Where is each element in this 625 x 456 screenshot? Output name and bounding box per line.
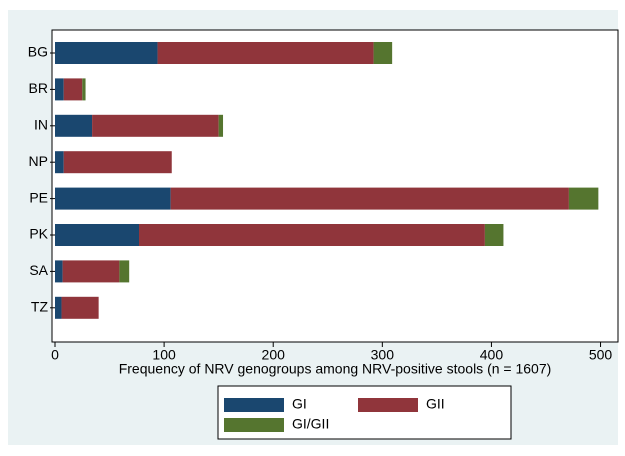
- legend-label: GII: [426, 396, 445, 412]
- y-tick-label: NP: [29, 153, 48, 169]
- y-tick-label: PE: [29, 189, 48, 205]
- bar-segment: [63, 78, 83, 101]
- bar-segment: [484, 224, 504, 246]
- bar-segment: [139, 224, 485, 246]
- x-tick-label: 200: [262, 347, 286, 363]
- legend-swatch: [358, 398, 418, 412]
- bar-segment: [62, 260, 120, 283]
- legend-swatch: [224, 418, 284, 432]
- y-tick-label: IN: [34, 117, 48, 133]
- bar-segment: [55, 260, 63, 283]
- x-tick-label: 300: [371, 347, 395, 363]
- bar-segment: [373, 42, 393, 64]
- legend-label: GI/GII: [292, 416, 329, 432]
- bar-segment: [55, 42, 158, 64]
- bar-segment: [92, 114, 219, 137]
- y-tick-label: BG: [28, 44, 48, 60]
- bar-segment: [55, 78, 64, 101]
- y-tick-label: TZ: [31, 299, 49, 315]
- bar-segment: [63, 151, 172, 174]
- bar-segment: [568, 187, 599, 210]
- bar-segment: [170, 187, 569, 210]
- legend-swatch: [224, 398, 284, 412]
- bar-segment: [55, 151, 64, 174]
- legend-label: GI: [292, 396, 307, 412]
- x-tick-label: 100: [152, 347, 176, 363]
- plot-area: [51, 29, 619, 343]
- x-axis-label: Frequency of NRV genogroups among NRV-po…: [119, 361, 552, 377]
- x-tick-label: 500: [589, 347, 613, 363]
- bar-segment: [218, 114, 224, 137]
- bar-segment: [55, 114, 93, 137]
- bar-segment: [157, 42, 374, 64]
- x-tick-label: 0: [51, 347, 59, 363]
- bar-segment: [82, 78, 86, 101]
- bar-segment: [55, 187, 171, 210]
- y-tick-label: PK: [29, 226, 48, 242]
- y-tick-label: BR: [29, 80, 48, 96]
- y-tick-label: SA: [29, 262, 48, 278]
- bar-segment: [61, 296, 99, 319]
- bar-segment: [55, 296, 62, 319]
- x-tick-label: 400: [480, 347, 504, 363]
- bar-segment: [55, 224, 140, 246]
- bar-segment: [119, 260, 130, 283]
